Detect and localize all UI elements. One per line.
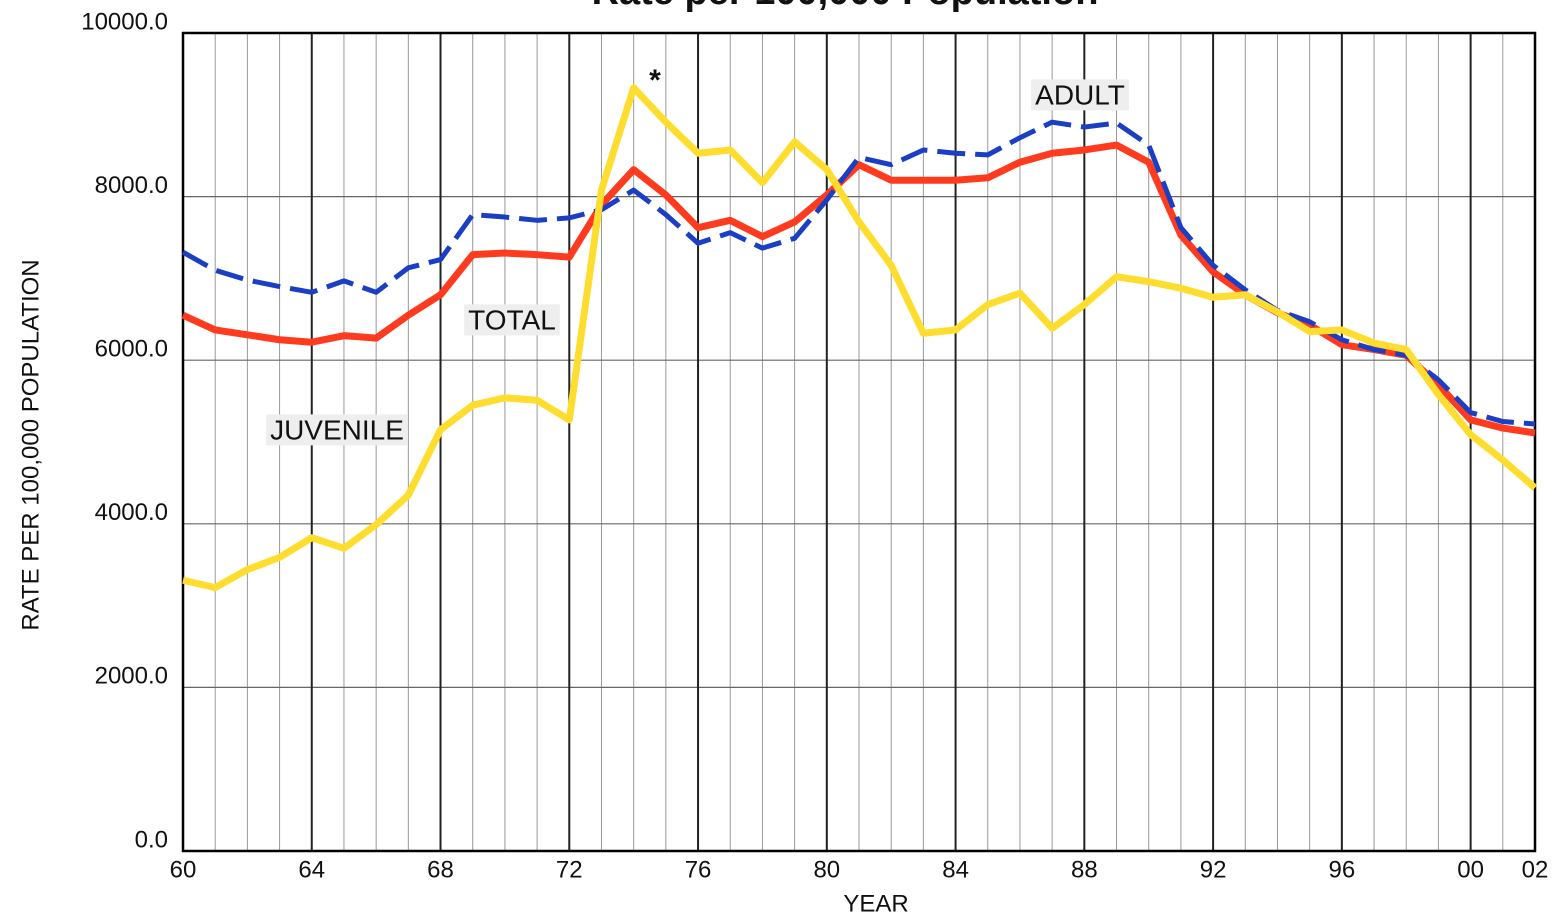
series-label: TOTAL	[468, 304, 556, 335]
x-tick-label: 00	[1457, 856, 1484, 883]
annotation: *	[649, 64, 661, 97]
y-tick-label: 10000.0	[81, 8, 168, 35]
data-line	[181, 119, 1536, 427]
x-tick-label: 64	[298, 856, 325, 883]
series-label-bg	[266, 414, 408, 446]
y-tick-label: 0.0	[135, 826, 168, 853]
x-tick-label: 80	[813, 856, 840, 883]
series-label-bg	[464, 304, 560, 336]
y-axis-label: RATE PER 100,000 POPULATION	[17, 259, 44, 630]
x-tick-label: 84	[942, 856, 969, 883]
data-line	[181, 141, 1536, 437]
series-label: ADULT	[1035, 79, 1125, 110]
chart-title: Rate per 100,000 Population	[592, 0, 1099, 13]
x-tick-label: 60	[170, 856, 197, 883]
x-tick-label: 96	[1329, 856, 1356, 883]
x-tick-label: 76	[685, 856, 712, 883]
x-axis-label: YEAR	[843, 890, 908, 917]
series-label: JUVENILE	[270, 414, 404, 445]
y-tick-label: 8000.0	[95, 172, 168, 199]
data-line	[182, 84, 1538, 592]
x-tick-label: 72	[556, 856, 583, 883]
y-tick-label: 2000.0	[95, 663, 168, 690]
x-tick-label: 92	[1200, 856, 1227, 883]
x-tick-label: 88	[1071, 856, 1098, 883]
x-tick-label: 68	[427, 856, 454, 883]
y-tick-label: 6000.0	[95, 336, 168, 363]
x-tick-label: 02	[1522, 856, 1549, 883]
y-tick-label: 4000.0	[95, 499, 168, 526]
series-label-bg	[1031, 79, 1129, 111]
plot-border	[181, 31, 1537, 853]
